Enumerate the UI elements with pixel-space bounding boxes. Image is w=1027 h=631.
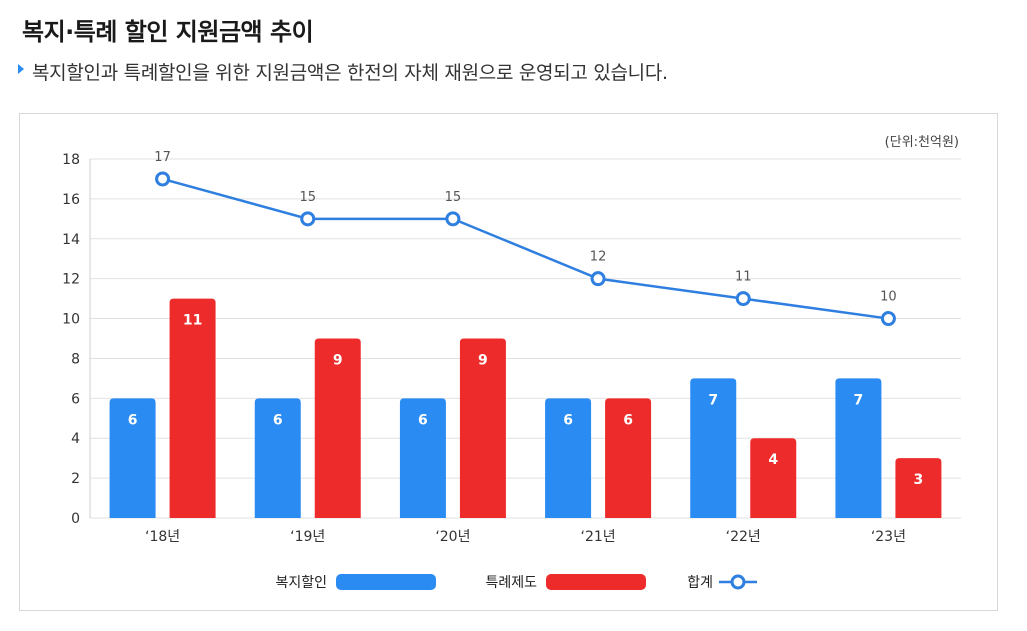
y-tick-label: 6 [71, 391, 80, 407]
total-data-label: 12 [590, 250, 607, 265]
page-title: 복지·특례 할인 지원금액 추이 [22, 18, 314, 46]
total-data-label: 15 [299, 190, 316, 205]
bar-data-label: 11 [183, 313, 202, 329]
chart-panel: 0 2 4 6 8 10 12 14 16 18 (단위:천억원) 6 11 ‘18년 6 9 ‘19년 6 9 ‘2… [19, 113, 998, 611]
chart-svg: 0 2 4 6 8 10 12 14 16 18 (단위:천억원) 6 11 ‘18년 6 9 ‘19년 6 9 ‘2… [62, 135, 961, 591]
bar-data-label: 7 [854, 392, 864, 408]
bar-data-label: 7 [708, 392, 718, 408]
bar-welfare [545, 398, 592, 518]
y-tick-label: 18 [62, 152, 80, 168]
bar-special [169, 298, 216, 518]
bar-special [895, 458, 942, 518]
total-point [155, 171, 171, 187]
x-tick-label: ‘23년 [871, 529, 906, 545]
subtitle-text: 복지할인과 특례할인을 위한 지원금액은 한전의 자체 재원으로 운영되고 있습… [32, 62, 668, 84]
total-data-label: 10 [880, 290, 897, 305]
bar-data-label: 6 [623, 412, 633, 428]
bar-welfare [835, 378, 882, 518]
bar-data-label: 9 [478, 353, 488, 369]
total-line [162, 177, 889, 320]
bar-special [605, 398, 652, 518]
y-tick-label: 12 [62, 272, 80, 288]
total-point [445, 211, 461, 227]
y-tick-label: 2 [71, 471, 80, 487]
total-data-label: 11 [735, 270, 752, 285]
y-tick-label: 0 [71, 511, 80, 527]
bar-data-label: 9 [333, 353, 343, 369]
y-tick-label: 16 [62, 192, 80, 208]
total-point [880, 311, 896, 327]
bar-special [459, 338, 506, 518]
bar-data-label: 4 [768, 452, 778, 468]
bar-data-label: 6 [418, 412, 428, 428]
bar-data-label: 6 [563, 412, 573, 428]
bar-welfare [254, 398, 301, 518]
total-point [300, 211, 316, 227]
x-tick-label: ‘19년 [290, 529, 325, 545]
y-tick-label: 4 [71, 431, 80, 447]
bar-welfare [690, 378, 737, 518]
x-tick-label: ‘18년 [145, 529, 180, 545]
legend-label-special: 특례제도 [485, 575, 537, 591]
total-point [735, 291, 751, 307]
bullet-arrow-icon [18, 63, 24, 74]
legend-label-total: 합계 [687, 575, 713, 591]
legend-swatch-welfare [336, 574, 436, 590]
y-tick-label: 10 [62, 312, 80, 328]
legend-marker-total [730, 574, 746, 590]
legend-label-welfare: 복지할인 [275, 575, 327, 591]
total-data-label: 17 [154, 150, 171, 165]
x-tick-label: ‘22년 [726, 529, 761, 545]
bar-data-label: 3 [914, 472, 924, 488]
bar-welfare [399, 398, 446, 518]
page-subtitle: 복지할인과 특례할인을 위한 지원금액은 한전의 자체 재원으로 운영되고 있습… [18, 58, 668, 85]
x-tick-label: ‘21년 [581, 529, 616, 545]
y-tick-label: 8 [71, 351, 80, 367]
bar-data-label: 6 [273, 412, 283, 428]
total-point [590, 271, 606, 287]
legend-swatch-special [546, 574, 646, 590]
x-tick-label: ‘20년 [435, 529, 470, 545]
total-data-label: 15 [445, 190, 462, 205]
bar-special [750, 438, 797, 518]
bar-special [314, 338, 361, 518]
bar-data-label: 6 [128, 412, 138, 428]
unit-label: (단위:천억원) [885, 135, 959, 150]
y-tick-label: 14 [62, 232, 80, 248]
bar-welfare [109, 398, 156, 518]
